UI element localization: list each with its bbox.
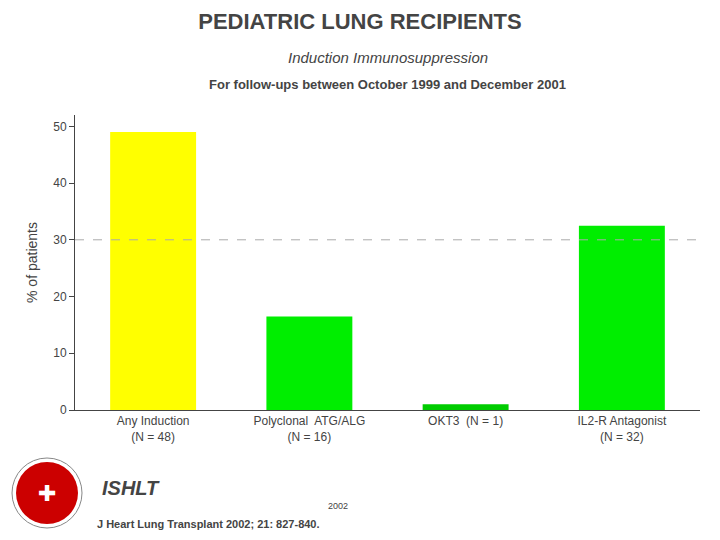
svg-text:40: 40 (53, 176, 67, 190)
svg-text:Any Induction(N = 48): Any Induction(N = 48) (117, 414, 190, 444)
svg-text:For follow-ups between October: For follow-ups between October 1999 and … (209, 77, 566, 92)
svg-text:Polyclonal ATG/ALG(N = 16): Polyclonal ATG/ALG(N = 16) (253, 414, 365, 444)
svg-text:IL2-R Antagonist(N = 32): IL2-R Antagonist(N = 32) (578, 414, 667, 444)
svg-text:2002: 2002 (328, 501, 348, 511)
svg-text:10: 10 (53, 346, 67, 360)
svg-text:✚: ✚ (38, 481, 56, 506)
svg-text:30: 30 (53, 233, 67, 247)
svg-text:0: 0 (60, 403, 67, 417)
svg-text:20: 20 (53, 290, 67, 304)
svg-text:OKT3 (N = 1): OKT3 (N = 1) (428, 414, 503, 428)
svg-text:PEDIATRIC LUNG RECIPIENTS: PEDIATRIC LUNG RECIPIENTS (198, 9, 522, 34)
svg-text:J Heart Lung Transplant 2002;: J Heart Lung Transplant 2002; 21: 827-84… (97, 518, 320, 530)
svg-text:ISHLT: ISHLT (102, 477, 160, 499)
svg-text:Induction Immunosuppression: Induction Immunosuppression (288, 49, 488, 66)
svg-text:50: 50 (53, 120, 67, 134)
svg-text:% of patients: % of patients (24, 222, 40, 303)
